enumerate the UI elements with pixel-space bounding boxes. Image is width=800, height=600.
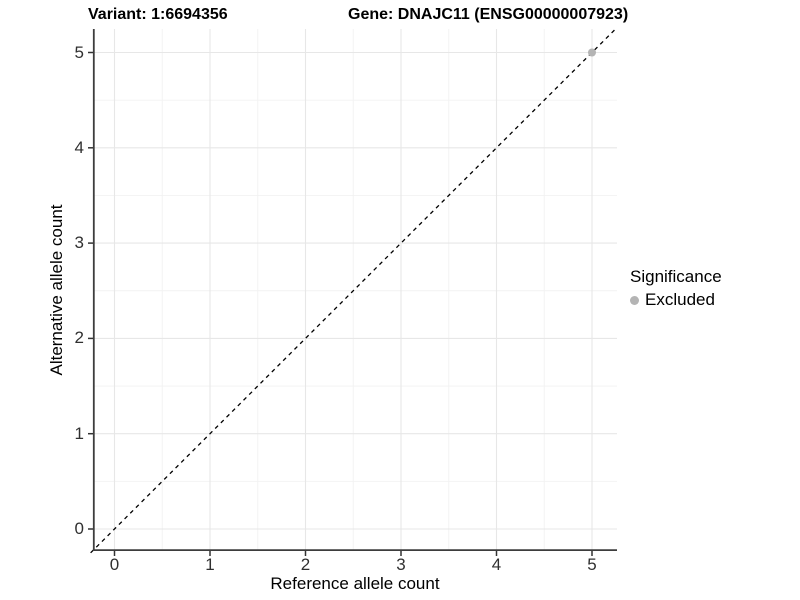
y-tick-label: 5 — [74, 42, 84, 62]
variant-title: Variant: 1:6694356 — [88, 6, 228, 23]
y-tick-label: 4 — [74, 137, 84, 157]
y-axis-title: Alternative allele count — [47, 204, 66, 376]
x-tick-label: 2 — [300, 555, 311, 574]
y-tick-label: 1 — [74, 423, 84, 443]
legend-item-excluded: Excluded — [630, 290, 722, 310]
y-tick-label: 0 — [74, 519, 84, 538]
data-point-excluded — [588, 48, 596, 57]
x-tick-label: 3 — [396, 555, 406, 574]
x-tick-label: 1 — [205, 555, 215, 574]
legend-point-icon — [630, 295, 639, 305]
x-tick-label: 0 — [109, 555, 120, 574]
x-tick-label: 4 — [491, 555, 502, 574]
legend-item-label: Excluded — [645, 290, 715, 309]
plot-area — [88, 28, 617, 556]
plot-panel — [88, 28, 617, 556]
legend: Significance Excluded — [630, 267, 722, 310]
x-tick-label: 5 — [587, 555, 597, 574]
x-axis-title: Reference allele count — [270, 574, 440, 593]
gene-title: Gene: DNAJC11 (ENSG00000007923) — [348, 6, 629, 23]
y-tick-label: 3 — [74, 233, 84, 253]
y-tick-label: 2 — [74, 328, 84, 348]
identity-line — [90, 28, 617, 554]
legend-title: Significance — [630, 267, 722, 286]
